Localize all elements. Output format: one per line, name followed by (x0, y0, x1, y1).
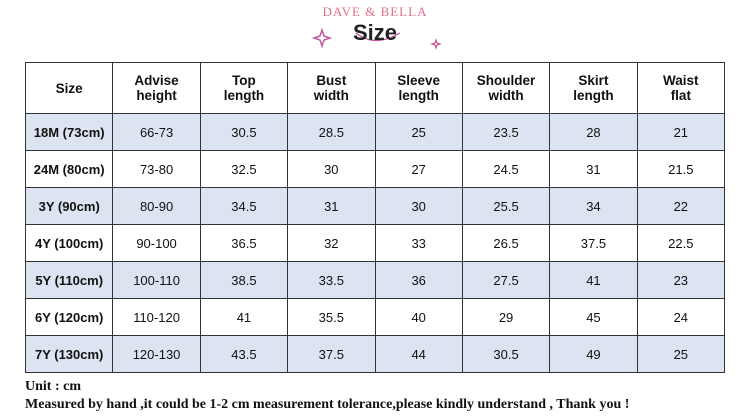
table-cell: 3Y (90cm) (24, 187, 114, 225)
table-row: 24M (80cm) 73-80 32.5 30 27 24.5 31 21.5 (24, 150, 726, 188)
title: Size (352, 20, 398, 45)
column-header: Waist flat (636, 62, 726, 114)
table-row: 4Y (100cm) 90-100 36.5 32 33 26.5 37.5 22.5 (24, 224, 726, 262)
footer: Unit : cm Measured by hand ,it could be … (25, 378, 629, 414)
table-cell: 28 (549, 113, 638, 151)
table-cell: 25 (374, 113, 463, 151)
table-cell: 22.5 (636, 224, 726, 262)
table-cell: 23.5 (461, 113, 551, 151)
table-cell: 24 (636, 298, 726, 336)
table-cell: 22 (636, 187, 726, 225)
table-row: 7Y (130cm) 120-130 43.5 37.5 44 30.5 49 25 (24, 335, 726, 373)
table-cell: 24.5 (461, 150, 551, 188)
table-cell: 90-100 (112, 224, 201, 262)
table-cell: 30.5 (461, 335, 551, 373)
table-cell: 18M (73cm) (24, 113, 114, 151)
table-cell: 31 (549, 150, 638, 188)
table-cell: 40 (374, 298, 463, 336)
table-cell: 36.5 (199, 224, 289, 262)
table-cell: 35.5 (287, 298, 376, 336)
tolerance-note: Measured by hand ,it could be 1-2 cm mea… (25, 397, 630, 412)
table-cell: 66-73 (112, 113, 201, 151)
table-cell: 24M (80cm) (24, 150, 114, 188)
table-cell: 30 (374, 187, 463, 225)
table-row: 18M (73cm) 66-73 30.5 28.5 25 23.5 28 21 (24, 113, 726, 151)
column-header: Top length (199, 62, 289, 114)
table-cell: 34.5 (199, 187, 289, 225)
table-cell: 5Y (110cm) (24, 261, 114, 299)
table-cell: 38.5 (199, 261, 289, 299)
table-cell: 49 (549, 335, 638, 373)
unit-note: Unit : cm (25, 379, 81, 394)
table-cell: 36 (374, 261, 463, 299)
table-cell: 41 (549, 261, 638, 299)
table-cell: 21 (636, 113, 726, 151)
column-header: Size (24, 62, 114, 114)
column-header: Sleeve length (374, 62, 463, 114)
table-cell: 23 (636, 261, 726, 299)
table-cell: 100-110 (112, 261, 201, 299)
table-cell: 28.5 (287, 113, 376, 151)
table-cell: 37.5 (549, 224, 638, 262)
column-header: Bust width (287, 62, 376, 114)
decoration (311, 27, 442, 50)
table-cell: 41 (199, 298, 289, 336)
brand: DAVE & BELLA (322, 4, 428, 19)
table-cell: 110-120 (112, 298, 201, 336)
column-header: Shoulder width (461, 62, 551, 114)
table-cell: 44 (374, 335, 463, 373)
table-row: 5Y (110cm) 100-110 38.5 33.5 36 27.5 41 23 (24, 261, 726, 299)
table-cell: 25 (636, 335, 726, 373)
table-cell: 80-90 (112, 187, 201, 225)
table-cell: 32 (287, 224, 376, 262)
table-cell: 34 (549, 187, 638, 225)
header-row: Size Advise height Top length Bust width Sle… (24, 62, 726, 114)
table-cell: 25.5 (461, 187, 551, 225)
table-cell: 31 (287, 187, 376, 225)
table-cell: 73-80 (112, 150, 201, 188)
table-cell: 4Y (100cm) (24, 224, 114, 262)
table-cell: 21.5 (636, 150, 726, 188)
table-row: 3Y (90cm) 80-90 34.5 31 30 25.5 34 22 (24, 187, 726, 225)
table-cell: 120-130 (112, 335, 201, 373)
table-cell: 27 (374, 150, 463, 188)
table-cell: 27.5 (461, 261, 551, 299)
table-cell: 30 (287, 150, 376, 188)
table-cell: 45 (549, 298, 638, 336)
table-cell: 33.5 (287, 261, 376, 299)
table-cell: 29 (461, 298, 551, 336)
table-cell: 26.5 (461, 224, 551, 262)
table-cell: 6Y (120cm) (24, 298, 114, 336)
table-cell: 43.5 (199, 335, 289, 373)
table-cell: 30.5 (199, 113, 289, 151)
column-header: Skirt length (549, 62, 638, 114)
size-table: Size Advise height Top length Bust width Sle… (24, 62, 726, 373)
table-row: 6Y (120cm) 110-120 41 35.5 40 29 45 24 (24, 298, 726, 336)
table-cell: 7Y (130cm) (24, 335, 114, 373)
table-cell: 32.5 (199, 150, 289, 188)
table-cell: 33 (374, 224, 463, 262)
table-cell: 37.5 (287, 335, 376, 373)
column-header: Advise height (112, 62, 201, 114)
